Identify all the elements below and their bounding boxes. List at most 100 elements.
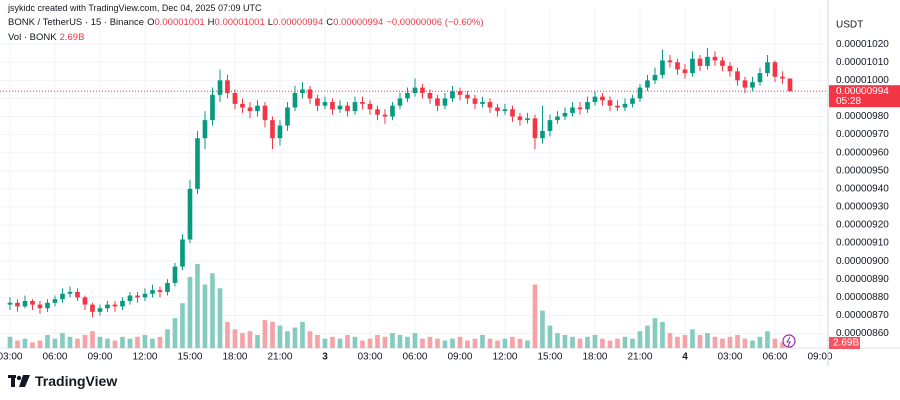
volume-bar <box>352 336 358 348</box>
candle-body <box>322 102 328 106</box>
candle-body <box>255 105 260 112</box>
candle-body <box>262 105 268 121</box>
volume-bar <box>120 336 125 348</box>
volume-bar <box>652 318 658 348</box>
volume-bar <box>112 340 118 348</box>
y-tick-label: 0.00001010 <box>836 57 889 68</box>
candle-body <box>285 107 290 126</box>
credit: jsykidc created with TradingView.com, De… <box>8 3 262 13</box>
candle-body <box>697 58 703 66</box>
volume-bar <box>67 336 73 348</box>
volume-bar <box>465 340 470 348</box>
countdown: 05:28 <box>836 96 861 107</box>
alert-icon <box>782 334 796 348</box>
volume-bar <box>630 338 635 348</box>
y-tick-label: 0.00000880 <box>836 292 889 303</box>
volume-bar <box>30 342 35 348</box>
candle-body <box>622 103 628 108</box>
volume-bar <box>382 336 388 348</box>
volume-bar <box>262 320 268 348</box>
volume-bar <box>765 331 770 348</box>
candle-body <box>315 98 320 106</box>
volume-bar <box>240 333 245 348</box>
volume-bar <box>187 277 193 348</box>
x-tick-label: 3 <box>322 352 328 363</box>
candle-body <box>420 87 425 93</box>
x-tick-label: 03:00 <box>717 352 742 363</box>
candle-body <box>90 304 95 312</box>
price-tag-label: 0.00000994 <box>836 86 889 97</box>
candle-body <box>547 120 553 131</box>
volume-bar <box>412 333 418 348</box>
candle-body <box>765 62 770 74</box>
candle-body <box>660 60 665 75</box>
y-tick-label: 0.00000960 <box>836 147 889 158</box>
y-tick-label: 0.00000900 <box>836 256 889 267</box>
candle-body <box>787 78 793 92</box>
candle-body <box>67 291 73 294</box>
price-tag <box>829 85 900 108</box>
y-tick-label: 0.00000980 <box>836 111 889 122</box>
candle-body <box>615 105 620 108</box>
volume-bar <box>232 329 238 348</box>
volume-bar <box>667 333 673 348</box>
y-tick-label: 0.00000930 <box>836 202 889 213</box>
candle-body <box>127 295 133 301</box>
volume-title: Vol · BONK <box>8 32 57 43</box>
candle-body <box>300 89 305 93</box>
candle-body <box>517 116 523 121</box>
candle-body <box>330 102 335 110</box>
volume-bar <box>435 338 440 348</box>
volume-bar <box>720 338 725 348</box>
volume-bar <box>90 331 95 348</box>
candle-body <box>195 138 200 189</box>
candle-body <box>442 98 448 106</box>
candle-body <box>480 102 485 104</box>
candle-body <box>105 304 110 309</box>
volume-bar <box>600 338 605 348</box>
volume-bar <box>225 321 230 348</box>
candle-body <box>607 100 613 106</box>
volume-bar <box>495 340 500 348</box>
candle-body <box>735 71 740 81</box>
volume-bar <box>165 329 170 348</box>
candle-body <box>465 94 470 99</box>
volume-bar <box>532 284 538 348</box>
candle-body <box>577 107 583 110</box>
candle-body <box>112 304 118 307</box>
logo-icon <box>8 375 30 387</box>
volume-bar <box>592 334 598 348</box>
volume-bar <box>45 334 50 348</box>
volume-value: 2.69B <box>59 32 85 43</box>
candle-body <box>592 96 598 103</box>
candle-body <box>172 266 178 283</box>
logo-text: TradingView <box>35 373 118 389</box>
candle-body <box>675 62 680 70</box>
x-tick-label: 06:00 <box>762 352 787 363</box>
ohlc-value: 0.00000994 <box>273 17 324 28</box>
candle-body <box>390 105 395 117</box>
volume-bar <box>622 336 628 348</box>
candle-body <box>120 300 125 307</box>
x-tick-label: 12:00 <box>132 352 157 363</box>
volume-bar <box>202 284 208 348</box>
volume-bar <box>735 334 740 348</box>
y-tick-label: 0.00001020 <box>836 39 889 50</box>
candle-body <box>240 103 245 108</box>
volume-bar <box>142 334 148 348</box>
candle-body <box>22 300 28 307</box>
y-tick-label: 0.00000940 <box>836 183 889 194</box>
candle-body <box>450 91 455 99</box>
volume-bar <box>270 321 275 348</box>
volume-bar <box>607 340 613 348</box>
volume-bar <box>675 336 680 348</box>
x-tick-label: 09:00 <box>87 352 112 363</box>
volume-row: Vol · BONK 2.69B <box>8 32 487 44</box>
volume-bar <box>577 338 583 348</box>
volume-bar <box>585 336 590 348</box>
candle-body <box>435 98 440 106</box>
ohlc-label: L <box>267 17 274 28</box>
candle-body <box>292 93 298 108</box>
x-tick-label: 21:00 <box>627 352 652 363</box>
candle-body <box>427 93 433 99</box>
